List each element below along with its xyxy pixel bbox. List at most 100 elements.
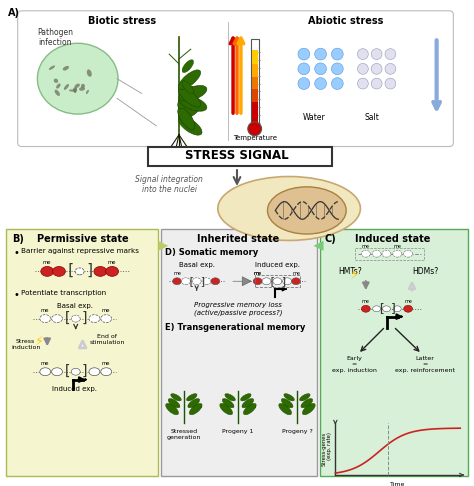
Text: Pathogen
infection: Pathogen infection (37, 28, 73, 47)
Circle shape (357, 49, 368, 59)
Ellipse shape (37, 43, 118, 114)
Text: Latter
=
exp. reinforcement: Latter = exp. reinforcement (395, 356, 455, 373)
Ellipse shape (253, 278, 262, 285)
Ellipse shape (74, 84, 80, 88)
Bar (319, 229, 468, 476)
Text: ⚡: ⚡ (35, 335, 44, 347)
Ellipse shape (279, 403, 292, 415)
Ellipse shape (202, 278, 211, 285)
Text: E) Transgenerational memory: E) Transgenerational memory (165, 323, 306, 331)
Ellipse shape (372, 250, 381, 257)
Ellipse shape (178, 70, 201, 89)
Circle shape (371, 49, 382, 59)
Ellipse shape (101, 314, 111, 323)
Ellipse shape (383, 306, 391, 312)
Text: Biotic stress: Biotic stress (88, 16, 156, 26)
Ellipse shape (53, 266, 65, 277)
Text: ]: ] (199, 276, 206, 286)
Ellipse shape (182, 81, 193, 94)
Text: Salt: Salt (365, 113, 379, 122)
Text: STRESS SIGNAL: STRESS SIGNAL (185, 149, 289, 162)
Bar (252, 63, 258, 77)
Ellipse shape (262, 278, 271, 285)
Text: ]: ] (390, 302, 397, 315)
Text: Time: Time (390, 482, 405, 486)
Text: Progeny ?: Progeny ? (282, 429, 312, 434)
Text: Progressive memory loss
(active/passive process?): Progressive memory loss (active/passive … (194, 302, 282, 315)
Circle shape (357, 78, 368, 89)
Text: Progeny 1: Progeny 1 (222, 429, 254, 434)
Bar (252, 101, 258, 115)
Ellipse shape (168, 399, 180, 408)
Text: D) Somatic memory: D) Somatic memory (165, 248, 258, 257)
Ellipse shape (56, 84, 61, 88)
Circle shape (371, 64, 382, 74)
Text: [: [ (63, 364, 71, 378)
Ellipse shape (393, 250, 402, 257)
Circle shape (385, 49, 396, 59)
Ellipse shape (73, 87, 77, 92)
Ellipse shape (393, 306, 401, 312)
Text: me: me (362, 299, 370, 304)
Ellipse shape (211, 278, 220, 285)
Text: ]: ] (81, 364, 89, 378)
FancyBboxPatch shape (148, 146, 332, 166)
Ellipse shape (166, 403, 179, 415)
Text: Early
=
exp. induction: Early = exp. induction (332, 356, 376, 373)
Text: [: [ (65, 263, 74, 278)
Ellipse shape (225, 394, 236, 401)
Ellipse shape (179, 86, 207, 101)
Text: me: me (362, 244, 370, 249)
Ellipse shape (40, 314, 51, 323)
Text: HMTs?: HMTs? (338, 267, 362, 277)
Ellipse shape (71, 315, 80, 322)
Ellipse shape (302, 403, 315, 415)
Ellipse shape (52, 314, 63, 323)
Ellipse shape (292, 278, 301, 285)
Ellipse shape (106, 266, 118, 277)
Text: [: [ (187, 276, 194, 286)
Ellipse shape (71, 368, 80, 375)
Ellipse shape (86, 90, 89, 94)
Text: HDMs?: HDMs? (412, 267, 438, 277)
Ellipse shape (220, 403, 233, 415)
Text: C): C) (325, 234, 336, 244)
Ellipse shape (41, 266, 54, 277)
Text: Permissive state: Permissive state (37, 234, 128, 244)
Ellipse shape (242, 399, 254, 408)
Text: me: me (41, 308, 49, 312)
Ellipse shape (49, 66, 55, 70)
Text: •: • (14, 248, 19, 258)
Ellipse shape (69, 89, 76, 92)
Circle shape (298, 63, 310, 75)
Text: me: me (393, 244, 401, 249)
Bar (255, 276, 300, 287)
Ellipse shape (188, 399, 200, 408)
Ellipse shape (283, 278, 292, 285)
Ellipse shape (55, 90, 60, 96)
Ellipse shape (241, 394, 251, 401)
Ellipse shape (189, 403, 202, 415)
Ellipse shape (89, 314, 100, 323)
Ellipse shape (178, 87, 195, 109)
Ellipse shape (192, 278, 201, 285)
Text: Water: Water (302, 113, 325, 122)
Text: End of
stimulation: End of stimulation (90, 334, 125, 345)
Text: [: [ (268, 276, 275, 286)
Ellipse shape (284, 394, 294, 401)
Ellipse shape (361, 250, 370, 257)
Text: me: me (254, 271, 262, 277)
Ellipse shape (73, 88, 77, 93)
Circle shape (315, 48, 327, 60)
Ellipse shape (404, 250, 412, 257)
Text: me: me (41, 361, 49, 366)
Circle shape (331, 78, 343, 89)
Text: ]: ] (280, 276, 287, 286)
Text: me: me (292, 271, 300, 277)
Text: me: me (173, 271, 181, 277)
Ellipse shape (382, 250, 391, 257)
Ellipse shape (243, 403, 256, 415)
Text: me: me (404, 299, 412, 304)
Text: Potentiate transcription: Potentiate transcription (21, 290, 106, 296)
Bar (251, 39, 259, 128)
